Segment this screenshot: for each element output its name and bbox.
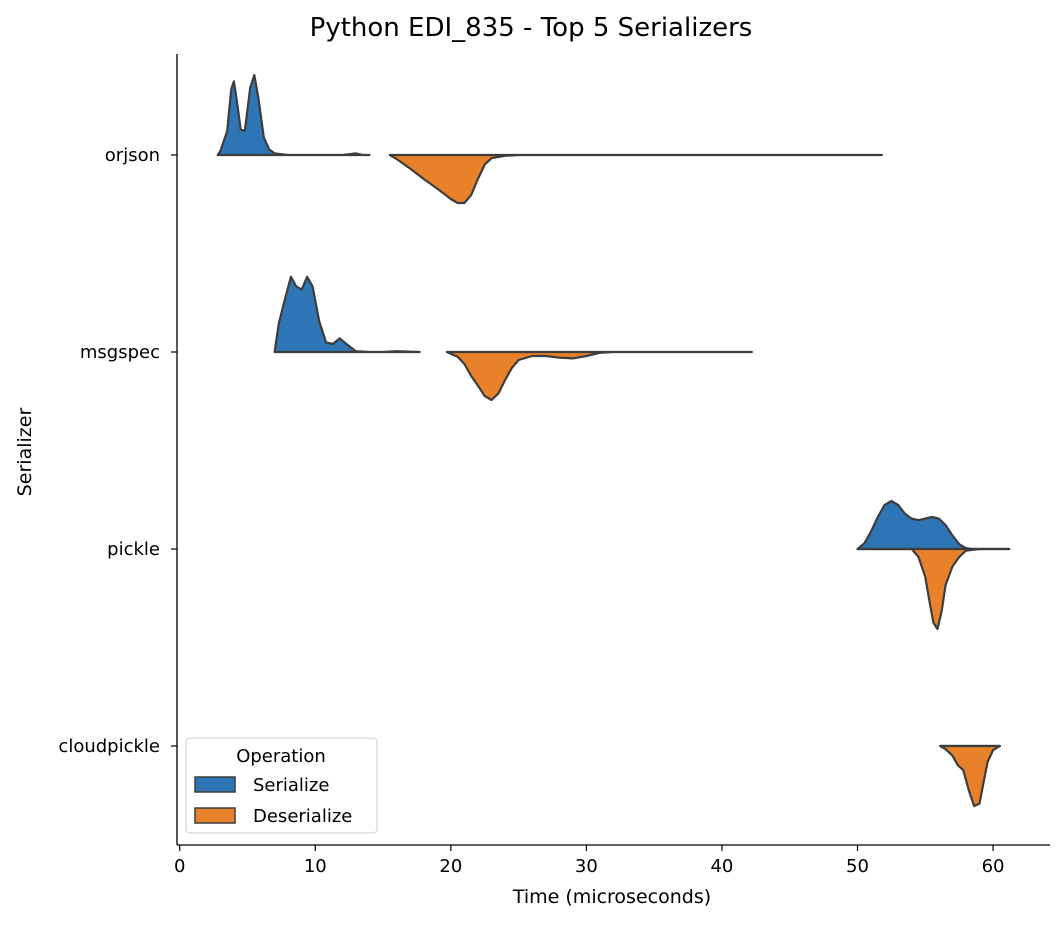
legend-swatch-serialize bbox=[194, 776, 236, 793]
y-axis-label: Serializer bbox=[14, 408, 36, 497]
violin-serialize-orjson bbox=[216, 73, 371, 157]
violin-deserialize-pickle bbox=[856, 547, 1011, 631]
x-tick-label-50: 50 bbox=[846, 856, 869, 877]
x-tick-label-60: 60 bbox=[982, 856, 1005, 877]
violin-deserialize-orjson bbox=[388, 153, 883, 205]
axes bbox=[176, 54, 1050, 846]
y-tick-label-pickle: pickle bbox=[107, 539, 160, 560]
y-tick-label-cloudpickle: cloudpickle bbox=[58, 736, 160, 757]
violin-deserialize-msgspec bbox=[445, 350, 753, 402]
x-tick-label-10: 10 bbox=[304, 856, 327, 877]
x-tick-label-20: 20 bbox=[439, 856, 462, 877]
violin-serialize-msgspec bbox=[273, 275, 421, 354]
plot-area bbox=[216, 73, 1011, 808]
x-tick-label-30: 30 bbox=[575, 856, 598, 877]
legend-label-deserialize: Deserialize bbox=[253, 806, 352, 827]
y-tick-label-orjson: orjson bbox=[105, 145, 160, 166]
x-axis-label: Time (microseconds) bbox=[512, 886, 711, 908]
x-tick-label-0: 0 bbox=[174, 856, 185, 877]
x-tick-label-40: 40 bbox=[710, 856, 733, 877]
legend-swatch-deserialize bbox=[194, 807, 236, 824]
y-tick-label-msgspec: msgspec bbox=[80, 342, 160, 363]
chart-title: Python EDI_835 - Top 5 Serializers bbox=[310, 13, 753, 43]
violin-deserialize-cloudpickle bbox=[939, 744, 1001, 808]
legend-label-serialize: Serialize bbox=[253, 775, 329, 796]
legend-title: Operation bbox=[236, 746, 326, 767]
legend: Operation Serialize Deserialize bbox=[185, 737, 378, 834]
tick-marks: 0 10 20 30 40 50 60 orjson msgspec pickle cloudpic… bbox=[58, 145, 1004, 877]
